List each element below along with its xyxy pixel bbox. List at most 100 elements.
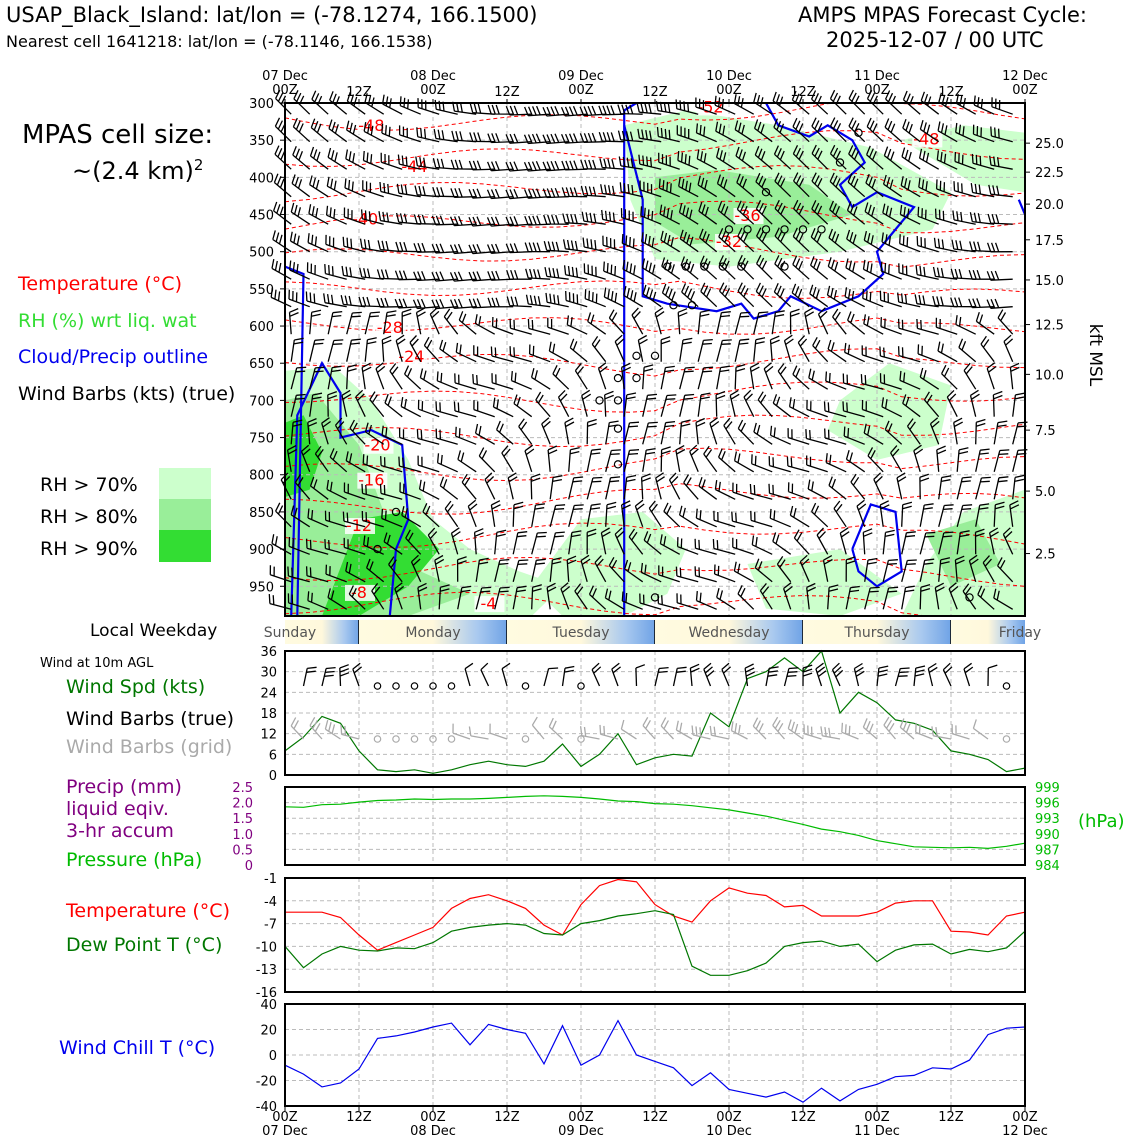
wind-barb-73 [884,118,903,143]
wind-barb-324 [364,311,380,335]
hpa-tick-label-12: 900 [249,543,274,558]
weekday-band-3 [655,620,803,644]
wind-barb-255 [544,266,569,280]
wind-barb-331 [474,314,496,335]
wind-barb-479 [1012,392,1025,417]
wind-barb-317 [950,297,976,308]
wind-barb-747 [782,582,793,610]
wind-barb-478 [992,390,1003,417]
wind-barb-489 [435,428,458,445]
calm-wind-circle-15 [650,351,660,360]
wind-barb-160 [272,201,292,225]
wind-barb-550 [825,453,847,473]
wind-barb-208 [413,242,440,253]
wind-10m-grid-barb-15 [691,725,711,740]
wind-barb-153 [882,174,903,198]
wind-barb-455 [557,389,570,418]
wind-barb-483 [334,417,348,445]
wind-barb-692 [512,559,529,582]
wind-barb-677 [974,528,985,555]
wind-barb-26 [753,92,773,115]
wind-barb-21 [655,101,680,115]
wind-barb-416 [574,362,588,390]
rh-90-swatch [159,530,211,562]
windchill-ytick-0: 40 [260,998,277,1013]
wind-barb-206 [377,240,403,253]
weekday-label-4: Thursday [843,625,909,641]
wind-barb-450 [453,401,477,418]
wind-barb-604 [342,511,366,528]
wind-barb-266 [756,254,773,280]
wind-barb-676 [956,530,970,555]
wind-barb-116 [936,150,958,170]
wind-barb-497 [605,420,619,445]
wind-barb-143 [697,175,718,198]
wind-barb-679 [1002,527,1014,555]
wind-barb-567 [399,482,421,500]
wind-barb-120 [273,173,292,198]
wind-barb-729 [457,585,472,610]
wind-barb-292 [487,297,514,308]
wind-10m-grid-barb-17 [730,721,748,740]
contour-label-bg-3 [400,158,431,175]
wind-10m-barb-3 [352,662,363,687]
wind-barb-223 [698,228,718,253]
wind-barb-397 [958,338,977,363]
wind-10m-barb-19 [783,667,799,687]
calm-wind-circle-5 [780,262,789,271]
wind-barb-523 [329,448,348,473]
wind-barb-695 [566,555,577,582]
wind-barb-498 [623,421,640,445]
wind-barb-276 [932,266,958,280]
wind-barb-723 [327,588,348,610]
wind-barb-147 [774,172,792,198]
top-time-tick-5: 12Z [642,85,668,100]
wind-barb-216 [562,239,588,253]
wind-barb-272 [862,259,884,280]
wind-barb-104 [715,147,736,170]
kft-tick-label-4: 15.0 [1035,274,1064,289]
wind-barb-289 [431,298,458,310]
wind-barb-449 [435,401,458,418]
wind-barb-209 [431,243,458,254]
wind-barb-480 [290,419,303,445]
wind-barb-590 [828,476,847,500]
wind-barb-511 [843,426,865,445]
wind-barb-149 [811,172,829,198]
wind-10m-grid-calm-9 [447,735,456,743]
wind-barb-84 [345,149,366,170]
wind-barb-678 [988,527,999,555]
wind-barb-1 [293,90,311,115]
temperature-contour-14 [284,591,1025,617]
wind-barb-332 [491,316,514,335]
wind-barb-732 [512,585,527,610]
wind-barb-607 [401,506,422,528]
wind-10m-grid-barb-4 [452,723,471,740]
wind-barb-392 [861,345,884,363]
wind-10m-grid-barb-30 [972,719,989,740]
hpa-tick-label-8: 700 [249,394,274,409]
wind-barb-361 [309,338,325,362]
wind-barb-568 [418,479,440,500]
wind-barb-340 [654,307,665,335]
wind-barb-578 [623,474,637,500]
wind-10m-barb-25 [894,667,910,687]
wind-barb-428 [792,365,810,390]
wind-barb-368 [423,336,440,363]
rh-90-label: RH > 90% [40,538,138,560]
kft-tick-label-8: 5.0 [1035,485,1056,500]
wind-barb-586 [749,483,773,500]
wind-barb-555 [936,445,947,472]
wind-barb-521 [300,444,311,473]
wind-barb-618 [620,500,631,527]
wind-barb-155 [918,177,939,198]
wind-barb-562 [309,476,329,500]
wind-barb-649 [450,527,461,555]
temperature-ytick-0: -1 [264,872,277,887]
wind-barb-680 [269,565,292,583]
wind-barb-350 [832,308,847,335]
calm-wind-circle-0 [663,262,672,271]
wind-barb-202 [307,233,329,253]
wind-barb-748 [806,582,816,610]
wind-barb-394 [897,346,921,363]
